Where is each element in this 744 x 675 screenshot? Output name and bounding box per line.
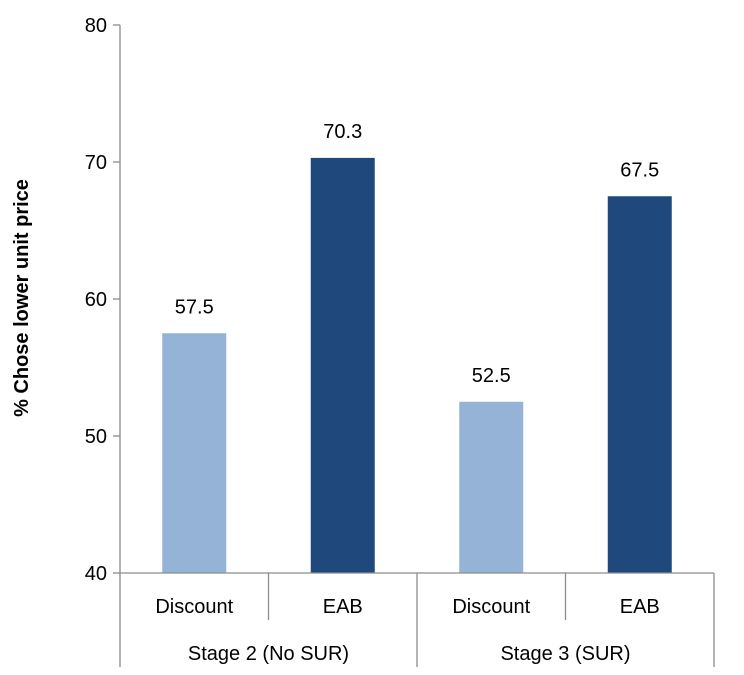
category-label: EAB [323, 596, 363, 618]
y-tick-label: 50 [85, 426, 107, 448]
y-axis: 40 50 60 70 80 [85, 15, 121, 585]
bar-eab-2 [310, 157, 375, 573]
bar-discount-1 [162, 333, 227, 573]
category-label: EAB [620, 596, 660, 618]
y-tick-label: 60 [85, 289, 107, 311]
y-axis-title: % Chose lower unit price [11, 179, 33, 417]
category-label: Discount [155, 596, 233, 618]
bar-eab-4 [607, 196, 672, 573]
data-label: 67.5 [620, 159, 659, 181]
data-label: 70.3 [323, 121, 362, 143]
group-label: Stage 3 (SUR) [500, 643, 630, 665]
data-label: 52.5 [472, 365, 511, 387]
data-labels: 57.5 70.3 52.5 67.5 [175, 121, 659, 387]
y-tick-label: 40 [85, 563, 107, 585]
bars [162, 157, 672, 573]
bar-discount-3 [459, 401, 524, 573]
category-label: Discount [452, 596, 530, 618]
data-label: 57.5 [175, 296, 214, 318]
y-tick-label: 70 [85, 152, 107, 174]
group-label: Stage 2 (No SUR) [188, 643, 349, 665]
y-tick-label: 80 [85, 15, 107, 37]
x-axis: Discount EAB Discount EAB Stage 2 (No SUR) St… [119, 572, 715, 667]
